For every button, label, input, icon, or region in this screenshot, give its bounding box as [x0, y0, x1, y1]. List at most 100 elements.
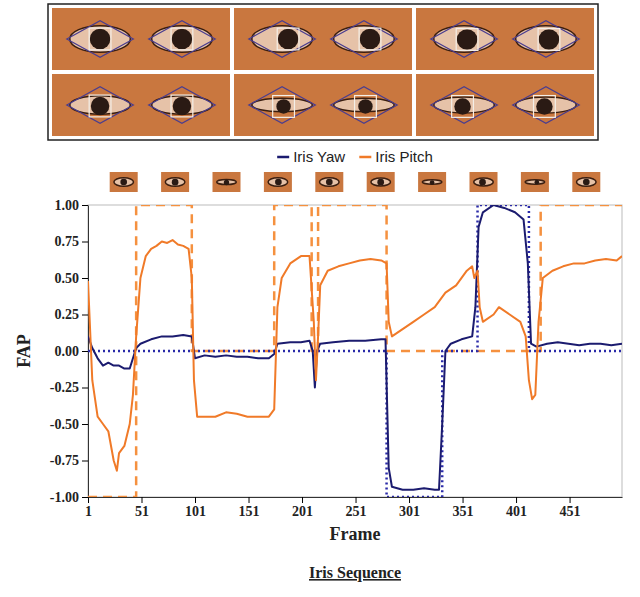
x-tick: 251 — [346, 497, 367, 519]
eye-icon — [165, 178, 185, 187]
eye-shape — [217, 179, 237, 184]
x-tick-mark — [463, 497, 464, 503]
eye-shape — [334, 26, 395, 53]
x-tick: 101 — [185, 497, 206, 519]
x-tick: 401 — [506, 497, 527, 519]
eye-iris — [479, 179, 486, 186]
eye-shape — [474, 178, 494, 186]
series-line — [88, 205, 622, 497]
x-tick-label: 151 — [239, 504, 260, 519]
eye-icon — [268, 178, 288, 187]
eye-box — [452, 96, 474, 118]
eye-box — [534, 96, 556, 118]
thumbnail — [521, 172, 549, 192]
x-tick-mark — [249, 497, 250, 503]
eye-shape — [516, 26, 577, 53]
eye-iris — [454, 98, 470, 114]
eye-box — [273, 96, 295, 118]
eye-box — [359, 28, 381, 50]
eye-icon — [249, 21, 316, 58]
eye-diamond — [149, 21, 216, 58]
y-tick-mark — [82, 424, 88, 425]
eye-icon — [331, 21, 398, 58]
thumbnails — [110, 172, 601, 192]
eye-diamond — [67, 21, 134, 58]
eye-iris — [326, 179, 333, 186]
eye-photo — [52, 74, 230, 136]
legend-label: Iris Pitch — [375, 148, 433, 165]
eye-iris — [360, 29, 381, 50]
y-tick-mark — [82, 278, 88, 279]
y-tick-mark — [82, 315, 88, 316]
y-tick-label: 0.25 — [55, 307, 80, 322]
chart: Iris YawIris Pitch1511011512012513013514… — [0, 0, 640, 597]
panel-frame — [48, 4, 598, 140]
eye-box — [277, 28, 299, 50]
series-line — [88, 205, 622, 497]
eye-icon — [513, 21, 580, 58]
eye-iris — [430, 180, 435, 185]
y-axis-title: FAP — [14, 334, 34, 368]
x-axis-line — [89, 497, 623, 498]
x-tick: 301 — [399, 497, 420, 519]
x-tick: 351 — [453, 497, 474, 519]
x-tick-label: 1 — [85, 504, 92, 519]
x-tick: 201 — [292, 497, 313, 519]
eye-icon — [474, 178, 494, 186]
eye-icon — [513, 87, 580, 124]
y-tick-mark — [82, 205, 88, 206]
eye-icon — [577, 178, 597, 187]
y-tick-label: 0.75 — [55, 234, 80, 249]
x-tick-mark — [88, 497, 89, 503]
eye-photo — [234, 8, 412, 70]
y-tick-label: 1.00 — [55, 198, 80, 213]
legend: Iris Yaw Iris Pitch — [277, 148, 433, 165]
eye-diamond — [67, 87, 134, 124]
series-line — [88, 205, 622, 490]
y-tick: 1.00 — [55, 198, 89, 213]
eye-shape — [434, 26, 495, 53]
x-tick-label: 201 — [292, 504, 313, 519]
y-axis: -1.00-0.75-0.50-0.250.000.250.500.751.00 — [50, 198, 89, 505]
legend-item: Iris Pitch — [359, 148, 433, 165]
eye-icon — [371, 178, 391, 186]
legend-item: Iris Yaw — [277, 148, 345, 165]
thumbnail — [213, 172, 241, 192]
eye-box — [355, 96, 377, 118]
x-tick-label: 51 — [135, 504, 149, 519]
thumbnail — [110, 172, 138, 192]
eye-icon — [149, 21, 216, 58]
eye-box — [89, 95, 111, 117]
x-tick-mark — [570, 497, 571, 503]
series-line — [88, 240, 622, 471]
thumbnail — [418, 172, 446, 192]
eye-box — [171, 28, 193, 50]
eye-photo — [416, 8, 594, 70]
eye-iris — [224, 180, 229, 185]
y-tick: -0.75 — [50, 453, 88, 468]
eye-icon — [431, 87, 498, 124]
eye-shape — [152, 26, 213, 53]
eye-iris — [90, 29, 111, 50]
eye-diamond — [249, 21, 316, 58]
y-tick-mark — [82, 351, 88, 352]
eye-iris — [172, 29, 193, 50]
eye-diamond — [149, 87, 216, 124]
eye-shape — [252, 26, 313, 53]
eye-panels — [48, 4, 598, 140]
eye-icon — [114, 178, 134, 187]
thumbnail — [572, 172, 600, 192]
eye-iris — [358, 99, 372, 113]
eye-shape — [165, 178, 185, 187]
eye-icon — [67, 87, 134, 124]
eye-iris — [583, 179, 590, 186]
y-tick: -0.25 — [50, 380, 88, 395]
y-tick-mark — [82, 388, 88, 389]
x-tick-label: 251 — [346, 504, 367, 519]
x-tick: 451 — [560, 497, 581, 519]
x-axis-title: Frame — [330, 524, 381, 544]
x-tick: 51 — [135, 497, 149, 519]
y-tick-mark — [82, 242, 88, 243]
eye-iris — [276, 99, 290, 113]
eye-icon — [422, 180, 442, 185]
